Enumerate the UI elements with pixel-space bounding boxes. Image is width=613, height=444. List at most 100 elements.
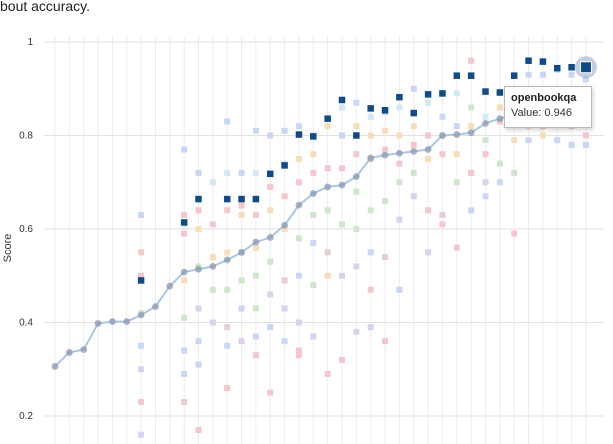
faded-point xyxy=(181,230,188,237)
faded-point xyxy=(511,169,518,176)
faded-point xyxy=(138,249,145,256)
faded-point xyxy=(339,221,345,228)
highlight-points xyxy=(137,57,590,284)
faded-point xyxy=(453,151,460,158)
faded-point xyxy=(238,305,245,312)
faded-point xyxy=(324,123,331,130)
faded-point xyxy=(410,193,417,200)
faded-point xyxy=(181,277,188,284)
faded-point xyxy=(324,249,331,256)
faded-point xyxy=(554,137,561,144)
faded-point xyxy=(425,207,432,214)
highlight-point xyxy=(510,72,518,79)
faded-point xyxy=(224,342,231,349)
average-line xyxy=(51,106,532,370)
faded-point xyxy=(539,132,546,139)
average-point xyxy=(453,131,461,138)
highlight-point xyxy=(324,115,331,122)
faded-point xyxy=(295,272,302,279)
average-point xyxy=(152,303,159,311)
faded-point xyxy=(468,104,475,111)
intro-text: bout accuracy. xyxy=(0,0,91,14)
y-tick-label: 0.2 xyxy=(19,411,33,422)
faded-point xyxy=(310,333,317,340)
faded-point xyxy=(367,286,374,293)
average-point xyxy=(266,234,274,241)
focus-marker xyxy=(579,61,592,74)
highlight-point xyxy=(295,131,303,138)
faded-point xyxy=(238,211,245,218)
highlight-point xyxy=(482,88,489,95)
faded-point xyxy=(396,160,403,167)
average-line-path xyxy=(54,109,529,368)
faded-point xyxy=(482,137,489,144)
faded-point xyxy=(267,207,274,214)
faded-point xyxy=(425,99,432,106)
y-tick-label: 0.6 xyxy=(19,224,33,235)
y-tick-label: 0.8 xyxy=(19,131,33,142)
average-point xyxy=(223,256,231,264)
faded-point xyxy=(267,132,274,139)
faded-point xyxy=(310,211,317,218)
faded-point xyxy=(181,314,188,321)
average-point xyxy=(352,173,360,181)
faded-point xyxy=(224,118,231,125)
faded-point xyxy=(439,211,446,218)
average-point xyxy=(209,263,217,270)
faded-point xyxy=(339,272,345,279)
average-point xyxy=(424,146,432,153)
highlight-point xyxy=(338,96,346,104)
average-point xyxy=(195,265,202,273)
average-point xyxy=(295,201,303,209)
faded-point xyxy=(209,319,216,326)
faded-point xyxy=(181,370,188,377)
faded-point xyxy=(209,286,216,293)
faded-point xyxy=(224,249,231,256)
highlight-point xyxy=(310,133,317,140)
faded-point xyxy=(482,193,489,200)
faded-point xyxy=(181,146,188,153)
faded-point xyxy=(367,249,374,256)
faded-point xyxy=(281,127,288,134)
average-point xyxy=(166,282,174,290)
y-axis: 0.2 0.4 0.6 0.8 1 Score xyxy=(2,37,33,422)
average-point xyxy=(367,154,375,162)
highlight-point xyxy=(453,72,461,79)
faded-point xyxy=(382,197,389,204)
faded-point xyxy=(252,211,259,218)
average-point xyxy=(338,181,346,189)
faded-point xyxy=(439,151,446,158)
faded-point xyxy=(252,305,259,312)
faded-point xyxy=(238,169,245,176)
faded-point xyxy=(195,338,202,345)
faded-point xyxy=(281,226,288,232)
faded-point xyxy=(382,254,389,261)
average-point xyxy=(252,238,260,246)
average-point xyxy=(65,349,73,356)
faded-point xyxy=(396,216,403,223)
tooltip-title: openbookqa xyxy=(511,92,577,104)
faded-point xyxy=(195,207,202,214)
highlight-point xyxy=(267,170,274,178)
average-point xyxy=(482,119,489,127)
faded-point xyxy=(238,202,245,209)
faded-point xyxy=(224,324,231,331)
faded-point xyxy=(468,207,475,214)
faded-point xyxy=(138,211,145,218)
faded-point xyxy=(281,193,288,200)
average-point xyxy=(80,346,88,354)
faded-point xyxy=(582,76,589,83)
faded-point xyxy=(410,123,417,130)
faded-point xyxy=(138,272,145,279)
faded-point xyxy=(482,113,489,120)
faded-point xyxy=(138,366,145,373)
highlight-point xyxy=(180,219,188,226)
faded-point xyxy=(181,347,188,354)
highlight-point xyxy=(367,105,374,112)
faded-point xyxy=(396,104,403,111)
average-point xyxy=(396,149,403,157)
highlight-point xyxy=(223,195,231,203)
highlight-point xyxy=(525,57,532,64)
highlight-point xyxy=(496,89,504,96)
highlight-point xyxy=(396,93,403,101)
